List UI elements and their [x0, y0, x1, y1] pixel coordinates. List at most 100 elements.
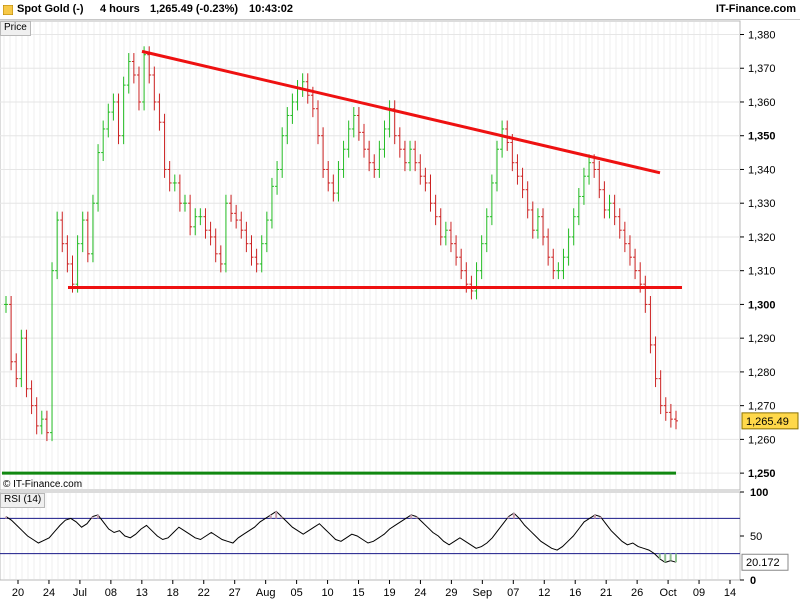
price-bar [111, 93, 116, 121]
price-bar [290, 93, 295, 124]
price-bar [254, 248, 259, 273]
price-bar [55, 211, 60, 280]
price-bar [75, 235, 80, 293]
price-bar [285, 107, 290, 145]
x-tick-label: Jul [73, 587, 87, 599]
rsi-last-badge [741, 553, 789, 571]
y-tick-label: 1,300 [748, 299, 776, 311]
price-bar [152, 66, 157, 111]
price-bar [213, 228, 218, 263]
y-tick-label: 1,330 [748, 198, 776, 210]
price-bar [530, 201, 535, 239]
price-bar [188, 194, 193, 236]
price-bar [326, 161, 331, 192]
price-bar [402, 140, 407, 172]
price-bar [500, 120, 505, 158]
y-tick-label: 1,370 [748, 63, 776, 75]
price-bar [44, 410, 49, 442]
price-bar [177, 174, 182, 212]
price-bar [275, 161, 280, 195]
price-bar [535, 208, 540, 239]
price-bar [239, 211, 244, 239]
x-tick-label: 27 [229, 587, 241, 599]
price-bar [484, 208, 489, 253]
price-bar [428, 174, 433, 212]
y-tick-label: 1,350 [748, 131, 776, 143]
y-tick-label: 1,320 [748, 232, 776, 244]
x-tick-label: 14 [724, 587, 736, 599]
price-bar [643, 275, 648, 313]
last-price-label: 1,265.49 [746, 416, 789, 428]
y-tick-label: 1,250 [748, 468, 776, 480]
price-bar [14, 353, 19, 388]
price-bar [587, 154, 592, 185]
price-bar [356, 107, 361, 141]
price-bar [612, 194, 617, 226]
price-bar [223, 194, 228, 273]
x-tick-label: 15 [352, 587, 364, 599]
price-bar [351, 107, 356, 138]
x-tick-label: 18 [167, 587, 179, 599]
price-bar [397, 127, 402, 158]
price-bar [198, 208, 203, 226]
price-bar [663, 397, 668, 421]
x-tick-label: 08 [105, 587, 117, 599]
price-bar [413, 140, 418, 172]
price-bar [602, 181, 607, 219]
price-bar [234, 204, 239, 229]
price-bar [183, 194, 188, 212]
price-bar [556, 262, 561, 280]
price-bar [438, 208, 443, 246]
price-bar [581, 167, 586, 205]
x-tick-label: 26 [631, 587, 643, 599]
rsi-line [5, 510, 677, 563]
x-tick-label: 24 [43, 587, 55, 599]
price-bar [29, 380, 34, 415]
price-bar [80, 211, 85, 253]
price-bar [9, 295, 14, 371]
price-bar [541, 208, 546, 246]
price-bar [218, 245, 223, 273]
price-bar [474, 262, 479, 300]
price-bar [525, 181, 530, 219]
y-tick-label: 1,280 [748, 367, 776, 379]
x-tick-label: Oct [660, 587, 677, 599]
x-tick-label: 07 [507, 587, 519, 599]
price-bar [336, 161, 341, 202]
price-bar [489, 174, 494, 226]
price-bar [658, 370, 663, 415]
price-bar [208, 221, 213, 246]
price-bar [85, 211, 90, 263]
price-bar [622, 221, 627, 253]
rsi-panel-label: RSI (14) [0, 493, 46, 508]
price-bar [551, 248, 556, 280]
x-tick-label: 10 [321, 587, 333, 599]
price-bar [121, 76, 126, 145]
price-bar [367, 140, 372, 172]
price-bar [597, 161, 602, 199]
price-bar [515, 154, 520, 185]
price-bar [668, 403, 673, 428]
price-bar [60, 211, 65, 253]
x-tick-label: 21 [600, 587, 612, 599]
time-label: 10:43:02 [249, 3, 294, 15]
price-bar [50, 262, 55, 442]
price-bar [305, 73, 310, 104]
x-tick-label: 24 [414, 587, 426, 599]
price-bar [377, 140, 382, 178]
copyright-label: © IT-Finance.com [3, 479, 83, 490]
price-bar [167, 161, 172, 192]
price-bar [331, 174, 336, 202]
price-bar [561, 248, 566, 280]
chart-header: Spot Gold (-) 4 hours 1,265.49 (-0.23%) … [0, 0, 800, 20]
price-bar [433, 194, 438, 226]
x-tick-label: 20 [12, 587, 24, 599]
price-bar [244, 221, 249, 253]
price-bar [653, 336, 658, 388]
price-bar [346, 120, 351, 158]
price-bar [382, 120, 387, 158]
price-bar [627, 235, 632, 266]
price-bar [269, 177, 274, 229]
